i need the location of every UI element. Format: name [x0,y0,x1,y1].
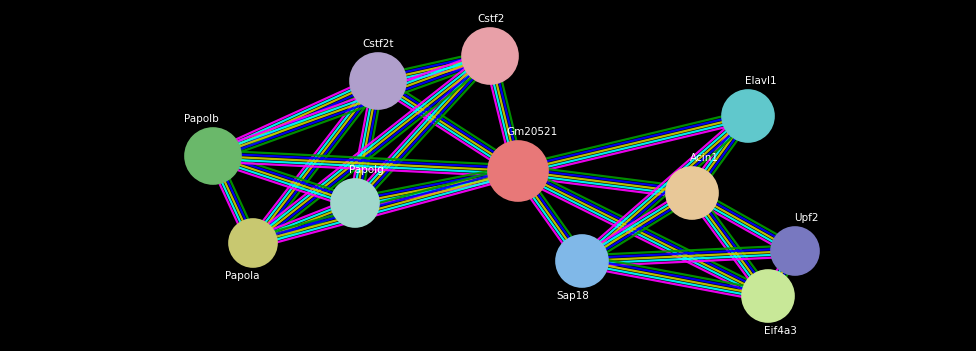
Circle shape [666,167,718,219]
Circle shape [556,235,608,287]
Circle shape [340,187,371,219]
Circle shape [237,227,268,259]
Circle shape [229,219,277,267]
Circle shape [499,152,538,191]
Text: Papolb: Papolb [184,114,219,124]
Text: Sap18: Sap18 [556,291,590,301]
Text: Papolg: Papolg [349,165,384,175]
Circle shape [185,128,241,184]
Circle shape [195,138,231,174]
Circle shape [722,90,774,142]
Circle shape [731,99,765,133]
Circle shape [771,227,819,275]
Circle shape [350,53,406,109]
Text: Papola: Papola [225,271,260,281]
Circle shape [675,176,709,210]
Circle shape [742,270,794,322]
Text: Upf2: Upf2 [794,213,819,223]
Circle shape [752,279,785,313]
Circle shape [331,179,379,227]
Circle shape [471,38,508,74]
Text: Cstf2: Cstf2 [478,14,506,24]
Text: Acin1: Acin1 [690,153,719,163]
Circle shape [462,28,518,84]
Circle shape [488,141,548,201]
Circle shape [565,244,599,278]
Text: Eif4a3: Eif4a3 [764,326,797,336]
Circle shape [780,236,811,267]
Text: Gm20521: Gm20521 [507,127,558,137]
Text: Elavl1: Elavl1 [745,76,777,86]
Text: Cstf2t: Cstf2t [362,39,393,49]
Circle shape [360,63,396,99]
